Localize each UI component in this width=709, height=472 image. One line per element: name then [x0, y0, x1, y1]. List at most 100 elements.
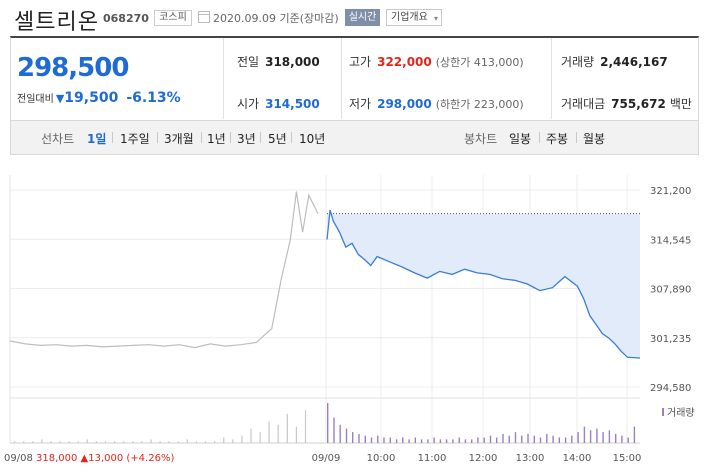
stat-label: 저가: [349, 97, 372, 111]
chart-fill: [327, 210, 640, 358]
volume-bar-prev: [141, 441, 143, 443]
volume-bar-today: [345, 428, 348, 443]
volume-bar-prev: [95, 441, 97, 443]
volume-bar-today: [364, 435, 366, 443]
volume-bar-prev: [168, 441, 170, 443]
volume-bar-today: [514, 432, 517, 443]
volume-bar-prev: [286, 413, 288, 443]
volume-bar-today: [352, 432, 354, 443]
volume-bar-today: [508, 435, 510, 443]
divider: [112, 132, 113, 143]
volume-bar-today: [377, 435, 379, 443]
volume-bar-prev: [259, 432, 261, 443]
company-info-select[interactable]: 기업개요 ▾: [386, 9, 442, 26]
stat-sub: (상한가 413,000): [435, 56, 524, 69]
volume-bar-today: [452, 439, 454, 443]
chart-lines: [9, 191, 641, 359]
period-5y[interactable]: 5년: [268, 132, 287, 146]
volume-bar-today: [539, 437, 542, 443]
volume-bar-prev: [150, 439, 152, 443]
divider: [223, 38, 224, 119]
volume-bar-today: [552, 435, 554, 443]
stat-open: 시가 314,500: [237, 95, 320, 112]
period-1w[interactable]: 1주일: [120, 132, 150, 146]
divider: [201, 132, 202, 143]
volume-bar-today: [395, 439, 398, 443]
stat-low: 저가 298,000 (하한가 223,000): [349, 95, 524, 112]
volume-bar-today: [527, 433, 529, 443]
volume-bar-prev: [123, 441, 125, 443]
volume-bar-prev: [223, 437, 225, 443]
calendar-icon: [198, 11, 210, 23]
stat-volume: 거래량 2,446,167: [561, 53, 668, 70]
volume-bar-prev: [241, 435, 243, 443]
volume-bar-today: [464, 439, 467, 443]
volume-bar-today: [564, 437, 567, 443]
price-drop-area: [327, 210, 640, 358]
volume-bar-today: [370, 437, 373, 443]
volume-bar-today: [583, 426, 586, 443]
volume-bar-today: [596, 428, 598, 443]
volume-bar-prev: [177, 441, 179, 443]
volume-bar-today: [589, 430, 592, 443]
volume-bar-today: [333, 417, 335, 443]
period-1y[interactable]: 1년: [207, 132, 226, 146]
volume-bar-prev: [104, 441, 107, 443]
quote-summary: 298,500 전일대비 ▼19,500 -6.13% 전일 318,000 고가 32…: [10, 36, 699, 121]
volume-bar-today: [489, 435, 492, 443]
volume-bar-prev: [50, 441, 52, 443]
today-price-line: [326, 209, 641, 359]
volume-bar-today: [577, 432, 579, 443]
volume-bar-today: [521, 435, 523, 443]
volume-bar-prev: [250, 428, 252, 443]
stat-label: 시가: [237, 97, 260, 111]
volume-bar-today: [477, 437, 479, 443]
change-label: 전일대비: [17, 94, 54, 105]
period-3y[interactable]: 3년: [237, 132, 256, 146]
prev-day-date: 09/08: [4, 453, 36, 464]
stock-name[interactable]: 셀트리온: [14, 10, 99, 35]
x-tick-label: 14:00: [563, 453, 592, 464]
change-value: 19,500: [64, 90, 119, 106]
stock-code: 068270: [103, 12, 149, 25]
volume-bar-today: [358, 433, 360, 443]
volume-bar-prev: [204, 441, 207, 443]
divider: [539, 132, 540, 143]
volume-bar-today: [433, 437, 435, 443]
candle-monthly[interactable]: 월봉: [583, 132, 606, 146]
up-arrow-icon: ▲: [81, 453, 89, 464]
stat-high: 고가 322,000 (상한가 413,000): [349, 53, 524, 70]
price-change: 전일대비 ▼19,500 -6.13%: [17, 90, 181, 106]
volume-bar-today: [502, 433, 504, 443]
stat-label: 고가: [349, 55, 372, 69]
volume-bar-today: [383, 437, 385, 443]
divider: [230, 132, 231, 143]
volume-bar-today: [633, 426, 636, 443]
divider: [576, 132, 577, 143]
header: 셀트리온 068270 코스피 2020.09.09 기준(장마감) 실시간 기…: [0, 0, 709, 36]
volume-bar-prev: [195, 441, 197, 443]
stat-unit: 백만: [669, 97, 692, 111]
x-tick-label: 11:00: [418, 453, 447, 464]
volume-bar-prev: [114, 441, 116, 443]
volume-legend-swatch: [662, 408, 664, 416]
candle-weekly[interactable]: 주봉: [546, 132, 569, 146]
realtime-button[interactable]: 실시간: [345, 9, 380, 26]
volume-bar-prev: [295, 426, 297, 443]
volume-bar-prev: [214, 441, 216, 443]
period-3m[interactable]: 3개월: [164, 132, 194, 146]
period-1d[interactable]: 1일: [87, 132, 107, 146]
chart-labels: 321,200 314,545 307,890 301,235 294,580 09/09…: [4, 186, 695, 464]
candle-daily[interactable]: 일봉: [509, 132, 532, 146]
volume-bar-today: [402, 437, 404, 443]
volume-bar-prev: [23, 441, 25, 443]
stat-label: 거래량: [561, 55, 595, 69]
divider: [341, 38, 342, 119]
stat-sub: (하한가 223,000): [435, 98, 524, 111]
volume-bar-today: [608, 430, 611, 443]
period-10y[interactable]: 10년: [299, 132, 326, 146]
volume-bar-today: [533, 435, 535, 443]
y-tick-label: 314,545: [650, 235, 691, 246]
stat-label: 거래대금: [561, 97, 606, 111]
stat-label: 전일: [237, 55, 260, 69]
